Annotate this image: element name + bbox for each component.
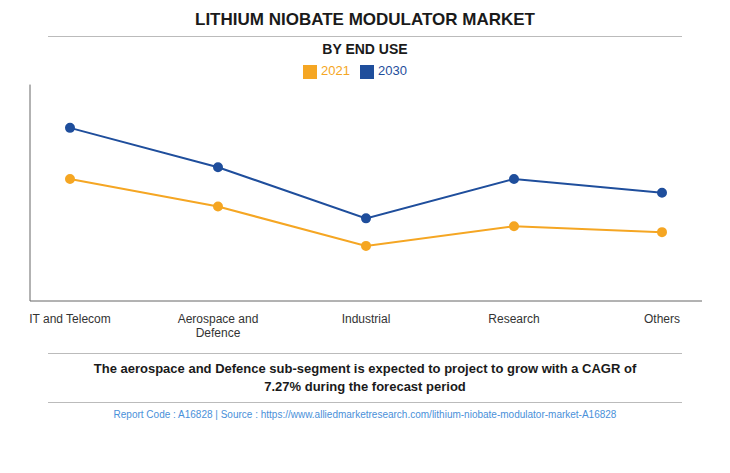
html-text:BY END USE: BY END USE bbox=[322, 41, 408, 57]
svg-text:Research: Research bbox=[488, 312, 539, 326]
html-text:Report Code : A16828 | Source: Report Code : A16828 | Source : https://… bbox=[113, 409, 617, 421]
svg-text:Others: Others bbox=[644, 312, 680, 326]
svg-text:Aerospace andDefence: Aerospace andDefence bbox=[178, 312, 259, 340]
html-text:LITHIUM NIOBATE MODULATOR MARK: LITHIUM NIOBATE MODULATOR MARKET bbox=[195, 10, 535, 29]
html-text:2030: 2030 bbox=[378, 63, 407, 78]
svg-text:Industrial: Industrial bbox=[342, 312, 391, 326]
html-text:The aerospace and Defence sub-: The aerospace and Defence sub-segment is… bbox=[93, 361, 637, 376]
html-text:2021: 2021 bbox=[321, 63, 350, 78]
html-text:7.27% during the forecast peri: 7.27% during the forecast period bbox=[264, 379, 466, 395]
svg-text:IT and Telecom: IT and Telecom bbox=[29, 312, 111, 326]
